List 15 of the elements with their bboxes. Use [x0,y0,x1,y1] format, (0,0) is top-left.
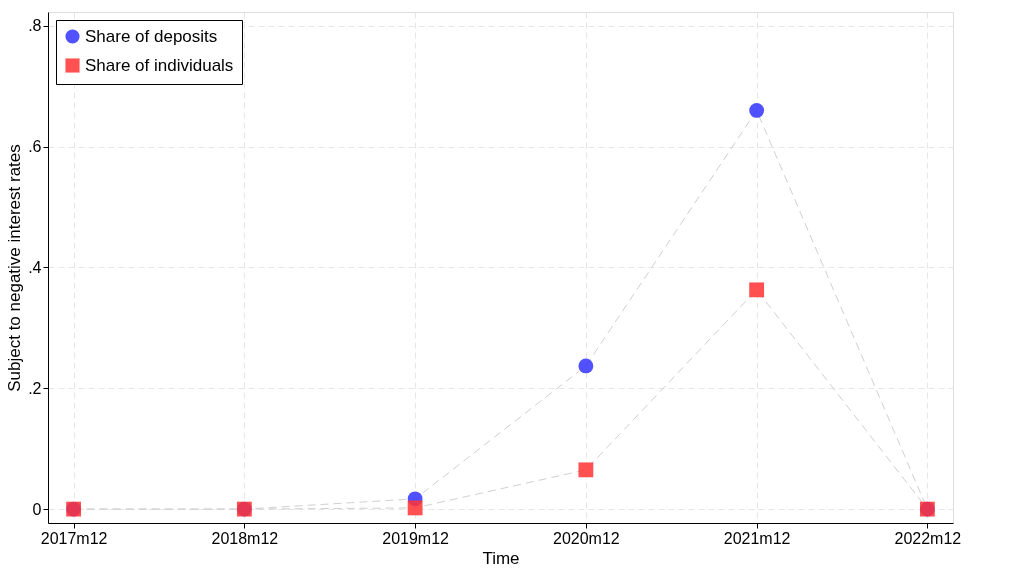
y-tick-label: .6 [28,138,42,156]
x-tick-label: 2019m12 [382,529,450,547]
x-tick-label: 2017m12 [40,529,108,547]
x-axis-title: Time [482,548,520,568]
y-tick-label: .4 [28,259,42,276]
y-tick-label: .8 [28,17,42,35]
y-axis-title: Subject to negative interest rates [5,144,25,392]
x-tick-label: 2020m12 [553,529,620,547]
x-tick-label: 2022m12 [894,529,962,547]
y-tick-label: 0 [32,500,42,518]
y-tick-label: .2 [28,379,42,397]
x-tick-label: 2021m12 [723,529,791,547]
x-tick-label: 2018m12 [211,529,279,547]
legend-label: Share of individuals [85,55,234,75]
legend-label: Share of deposits [85,26,218,46]
